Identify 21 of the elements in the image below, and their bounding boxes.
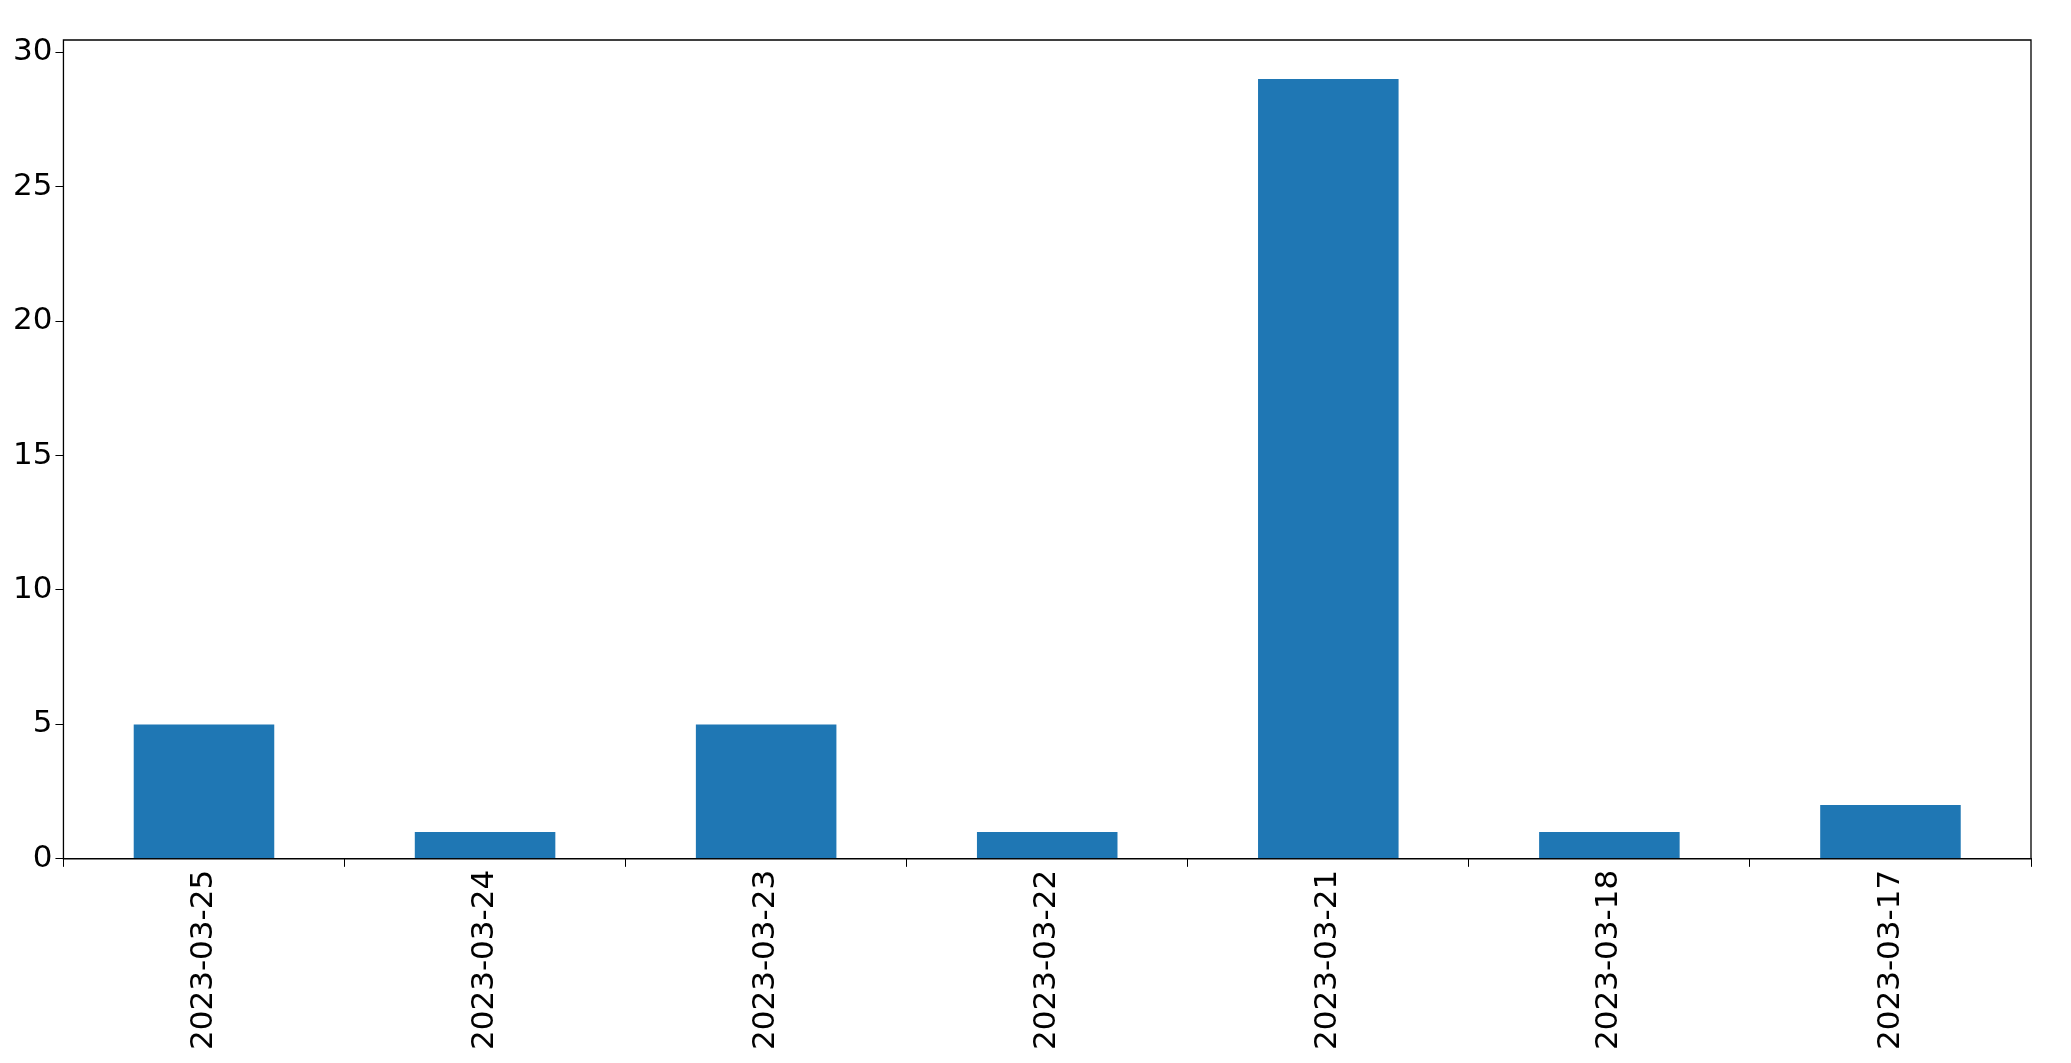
y-tick-label: 15 — [12, 434, 53, 471]
x-tick-label: 2023-03-23 — [745, 869, 782, 1051]
bar — [695, 724, 837, 859]
x-tick-label: 2023-03-21 — [1307, 869, 1344, 1051]
y-tick-label: 30 — [12, 31, 53, 68]
bar — [1258, 78, 1399, 859]
x-tick-label: 2023-03-25 — [183, 869, 220, 1051]
x-tick-label: 2023-03-22 — [1026, 869, 1063, 1051]
y-tick-label: 10 — [12, 568, 53, 605]
bar — [976, 831, 1118, 859]
bar — [1820, 805, 1961, 859]
bar — [414, 831, 556, 859]
y-tick-label: 25 — [12, 165, 53, 202]
y-tick-label: 5 — [32, 703, 53, 740]
x-tick-label: 2023-03-24 — [464, 869, 501, 1051]
x-tick-label: 2023-03-17 — [1869, 869, 1906, 1051]
bar — [1539, 831, 1680, 859]
x-tick-label: 2023-03-18 — [1588, 869, 1625, 1051]
y-tick-label: 20 — [12, 300, 53, 337]
y-tick-label: 0 — [32, 837, 53, 874]
bar — [133, 724, 275, 859]
